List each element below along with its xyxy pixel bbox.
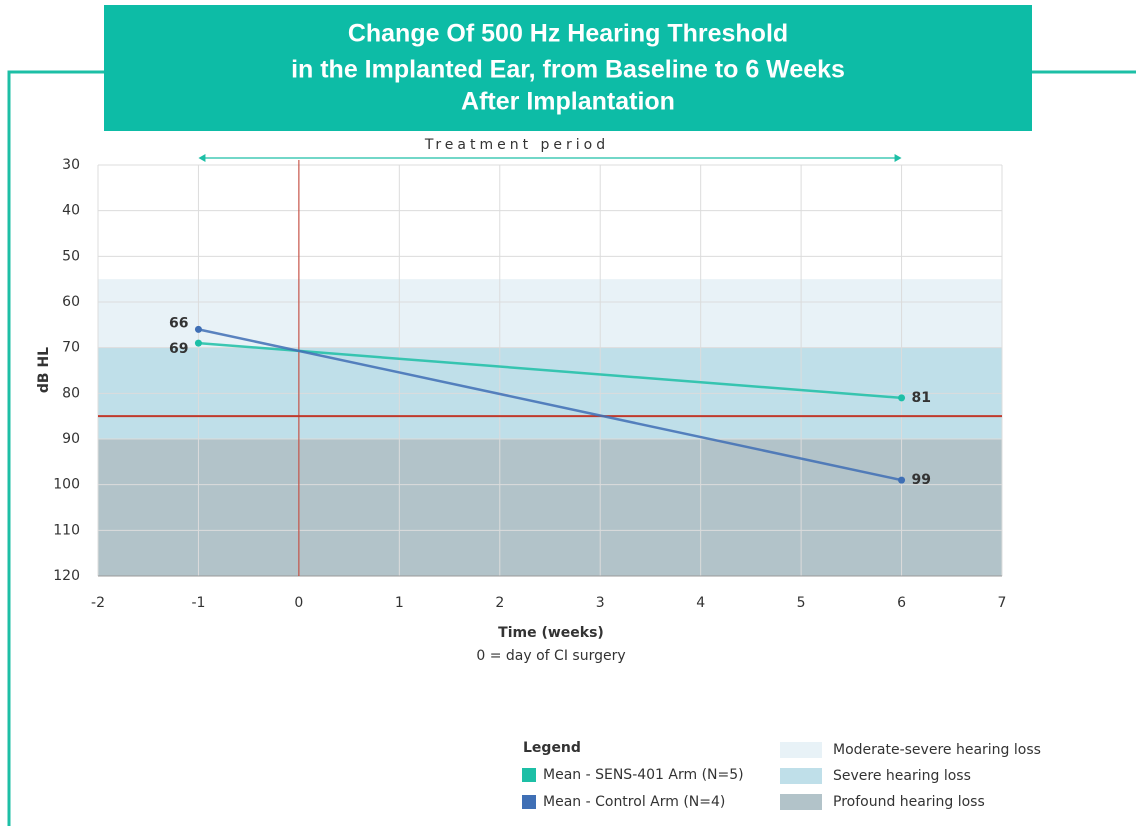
- band: [98, 439, 1002, 576]
- y-axis-label: dB HL: [36, 347, 52, 393]
- data-point: [194, 325, 202, 333]
- annotation-text: Treatment period: [424, 137, 609, 153]
- data-label: 69: [169, 341, 188, 357]
- legend-label: Profound hearing loss: [833, 794, 985, 810]
- y-tick-label: 110: [53, 522, 80, 538]
- legend-swatch: [522, 795, 536, 809]
- x-axis-sublabel: 0 = day of CI surgery: [476, 648, 625, 664]
- x-tick-label: -1: [191, 595, 205, 611]
- legend-label: Mean - SENS-401 Arm (N=5): [543, 767, 744, 783]
- legend-swatch: [780, 768, 822, 784]
- data-label: 66: [169, 315, 188, 331]
- chart-title: in the Implanted Ear, from Baseline to 6…: [291, 56, 845, 84]
- y-tick-label: 60: [62, 294, 80, 310]
- chart-title: Change Of 500 Hz Hearing Threshold: [348, 20, 788, 48]
- x-axis-label: Time (weeks): [498, 625, 604, 641]
- legend-label: Moderate-severe hearing loss: [833, 742, 1041, 758]
- x-tick-label: 0: [294, 595, 303, 611]
- legend-swatch: [780, 794, 822, 810]
- y-tick-label: 80: [62, 385, 80, 401]
- data-point: [898, 476, 906, 484]
- data-label: 81: [912, 390, 931, 406]
- data-label: 99: [912, 472, 931, 488]
- y-tick-label: 50: [62, 248, 80, 264]
- frame: [7, 70, 1136, 826]
- data-point: [898, 394, 906, 402]
- band: [98, 279, 1002, 348]
- x-tick-label: 1: [395, 595, 404, 611]
- x-tick-label: 7: [998, 595, 1007, 611]
- x-tick-label: -2: [91, 595, 105, 611]
- x-tick-label: 3: [596, 595, 605, 611]
- title-box: [104, 5, 1032, 131]
- legend-swatch: [780, 742, 822, 758]
- y-tick-label: 40: [62, 203, 80, 219]
- series-line: [198, 341, 902, 400]
- y-tick-label: 120: [53, 568, 80, 584]
- legend-label: Mean - Control Arm (N=4): [543, 794, 725, 810]
- y-tick-label: 90: [62, 431, 80, 447]
- x-tick-label: 5: [797, 595, 806, 611]
- x-tick-label: 2: [495, 595, 504, 611]
- series-line: [198, 328, 902, 482]
- y-tick-label: 70: [62, 340, 80, 356]
- legend-swatch: [522, 768, 536, 782]
- y-tick-label: 100: [53, 477, 80, 493]
- data-point: [194, 339, 202, 347]
- legend-label: Severe hearing loss: [833, 768, 971, 784]
- x-tick-label: 6: [897, 595, 906, 611]
- legend-title: Legend: [523, 740, 581, 756]
- chart-title: After Implantation: [461, 88, 675, 116]
- y-tick-label: 30: [62, 157, 80, 173]
- x-tick-label: 4: [696, 595, 705, 611]
